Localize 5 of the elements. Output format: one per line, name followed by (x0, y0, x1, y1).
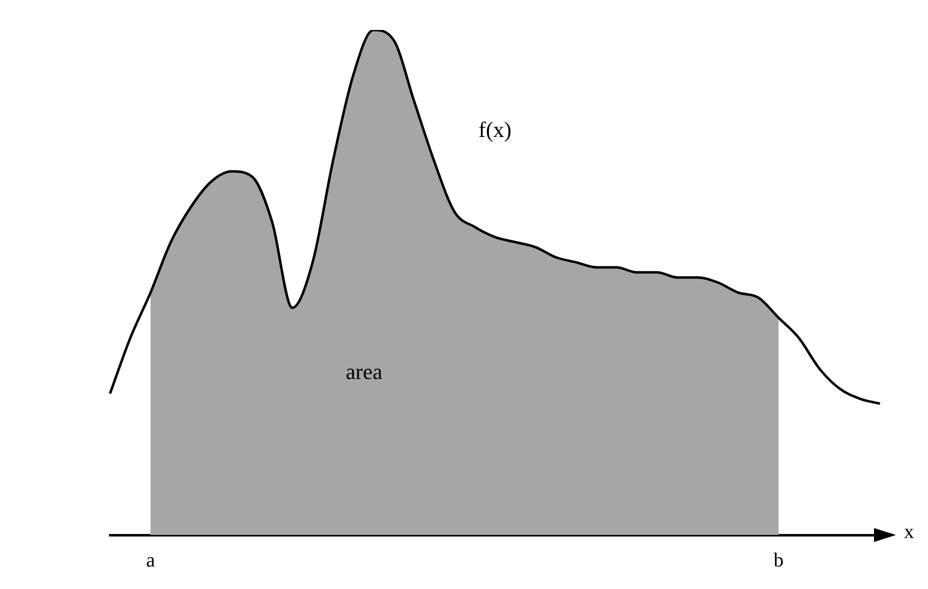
x-axis-title: x (904, 521, 914, 544)
x-tick-label: a (146, 549, 156, 572)
annotation: area (346, 359, 383, 384)
x-tick-label: b (774, 549, 784, 572)
annotation: f(x) (478, 116, 512, 142)
